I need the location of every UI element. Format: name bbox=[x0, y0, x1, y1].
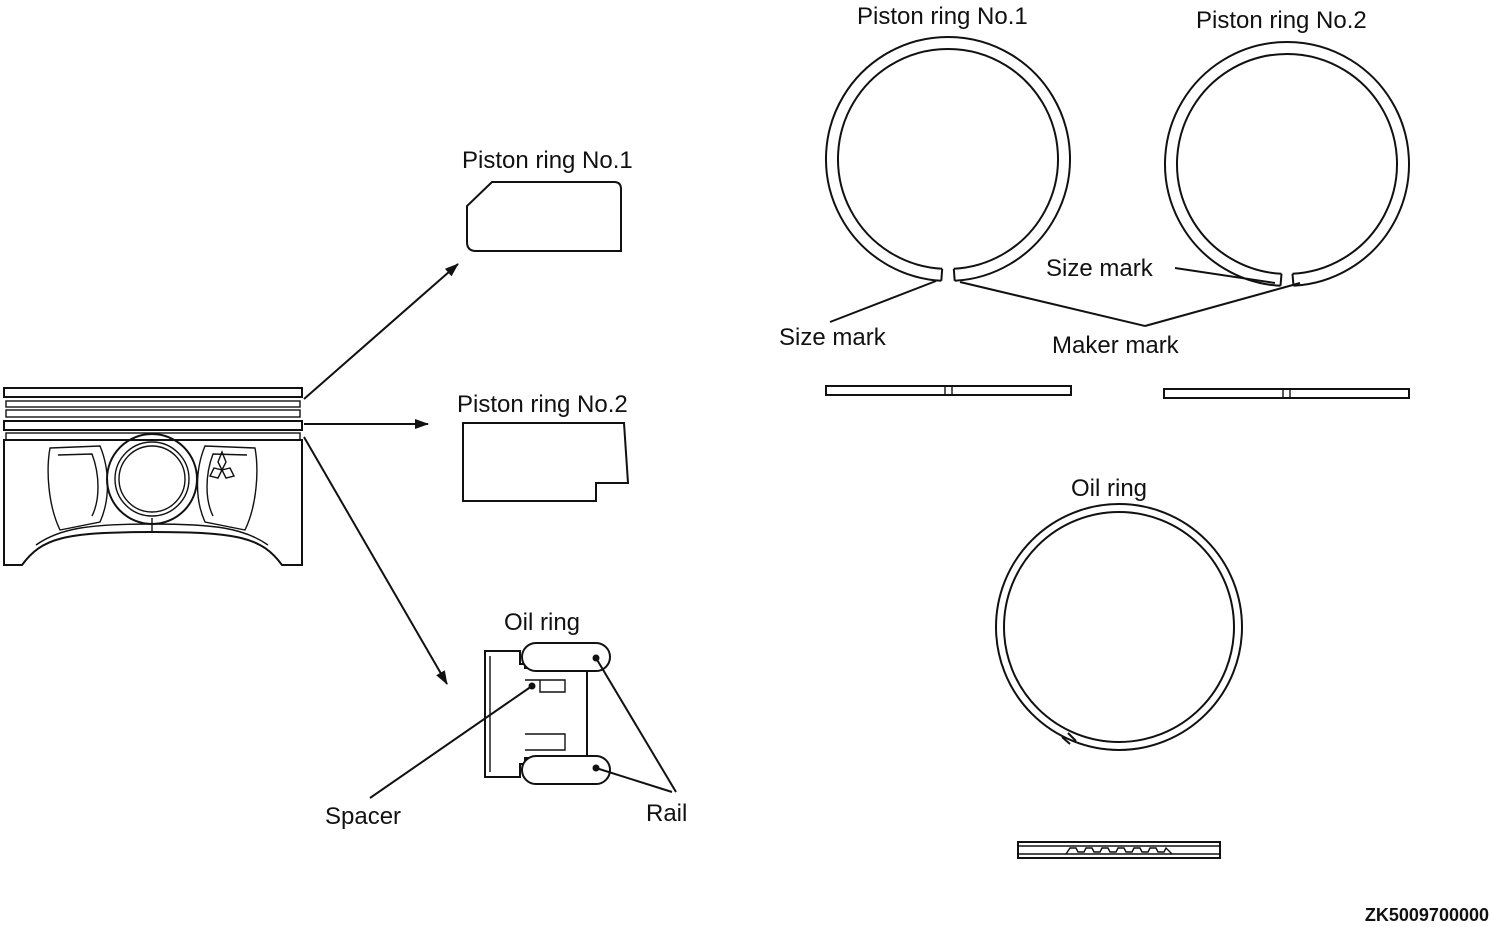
label-right-ring1: Piston ring No.1 bbox=[857, 3, 1028, 30]
arrow-to-ring1 bbox=[303, 263, 459, 400]
lower-rail bbox=[521, 755, 611, 785]
label-maker-mark: Maker mark bbox=[1052, 332, 1180, 359]
label-rail: Rail bbox=[646, 800, 687, 827]
oil-ring-cross-section bbox=[484, 642, 611, 785]
ring2-cross-section bbox=[462, 422, 630, 502]
label-right-oil-ring: Oil ring bbox=[1071, 475, 1147, 502]
ring1-side-view bbox=[825, 385, 1072, 396]
label-spacer: Spacer bbox=[325, 803, 401, 830]
label-right-ring2: Piston ring No.2 bbox=[1196, 7, 1367, 34]
oil-ring-top-view bbox=[995, 503, 1243, 751]
oil-ring-side-view bbox=[1017, 841, 1221, 859]
piston-illustration bbox=[3, 387, 303, 566]
upper-rail bbox=[521, 642, 611, 672]
label-left-ring2: Piston ring No.2 bbox=[457, 391, 628, 418]
logo-emblem-icon bbox=[208, 450, 236, 479]
label-left-oil-ring: Oil ring bbox=[504, 609, 580, 636]
ring1-cross-section bbox=[466, 181, 622, 252]
ring1-top-view bbox=[825, 35, 1071, 282]
ring2-side-view bbox=[1163, 388, 1410, 399]
label-size-mark-2: Size mark bbox=[1046, 255, 1154, 282]
ring2-top-view bbox=[1164, 40, 1410, 287]
label-left-ring1: Piston ring No.1 bbox=[462, 147, 633, 174]
arrow-to-oil-ring bbox=[303, 436, 448, 685]
label-size-mark-1: Size mark bbox=[779, 324, 887, 351]
figure-code: ZK5009700000 bbox=[1365, 905, 1489, 925]
